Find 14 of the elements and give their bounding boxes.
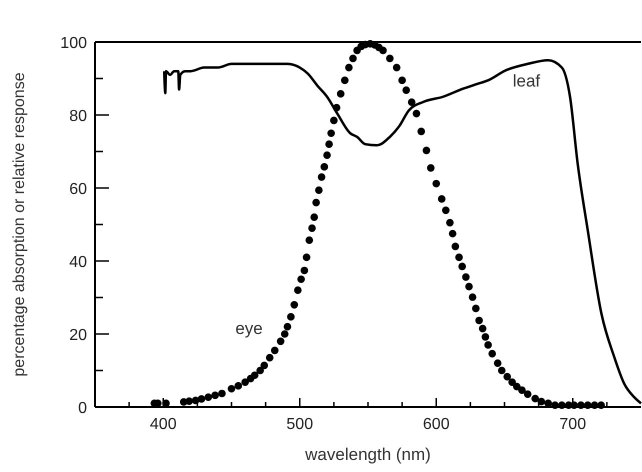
y-axis-title: percentage absorption or relative response [11, 72, 28, 377]
x-tick-label: 600 [422, 416, 450, 433]
x-tick-label: 700 [559, 416, 586, 433]
series-label: eye [235, 319, 263, 338]
x-tick-label: 400 [150, 416, 177, 433]
y-tick-label: 20 [69, 327, 88, 344]
x-axis-title: wavelength (nm) [304, 445, 431, 464]
y-tick-label: 0 [78, 400, 88, 417]
y-tick-label: 60 [69, 181, 88, 198]
y-tick-label: 40 [69, 254, 88, 271]
y-tick-label: 80 [69, 108, 88, 125]
series-label: leaf [512, 71, 540, 90]
y-tick-label: 100 [60, 35, 88, 52]
x-tick-label: 500 [286, 416, 314, 433]
